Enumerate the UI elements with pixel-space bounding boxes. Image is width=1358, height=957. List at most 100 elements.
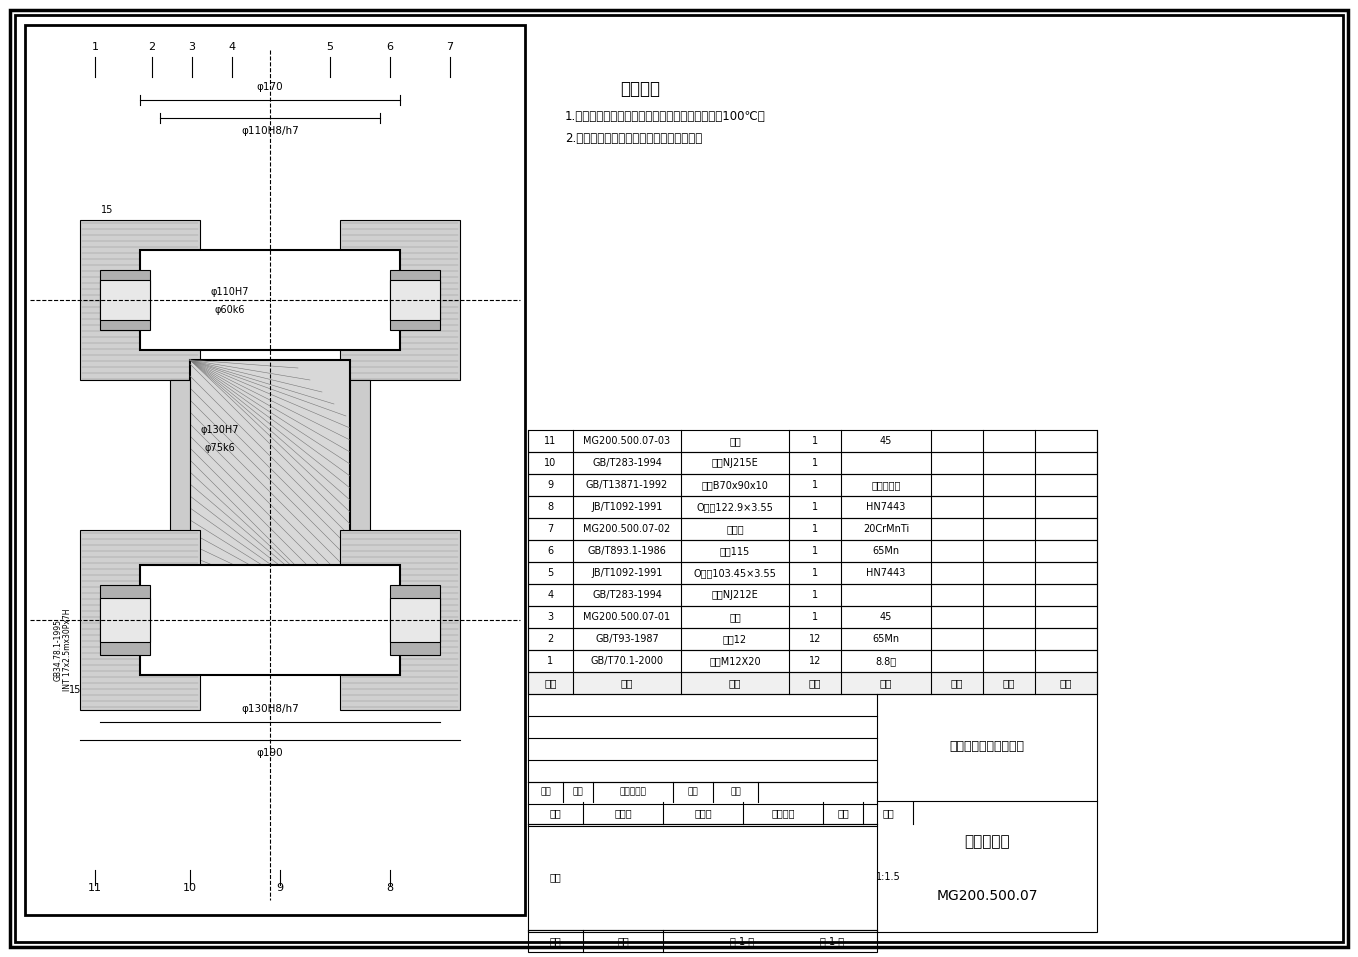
Bar bbox=[100, 585, 149, 655]
Text: φ60k6: φ60k6 bbox=[215, 305, 246, 315]
Text: 7: 7 bbox=[447, 42, 454, 52]
Text: HN7443: HN7443 bbox=[866, 568, 906, 578]
Text: GB/T93-1987: GB/T93-1987 bbox=[595, 634, 659, 644]
Bar bbox=[24, 25, 526, 915]
Text: 代号: 代号 bbox=[621, 678, 633, 688]
Text: 牵一轴组件: 牵一轴组件 bbox=[964, 835, 1010, 849]
Text: MG200.500.07: MG200.500.07 bbox=[936, 889, 1038, 903]
Bar bbox=[80, 220, 200, 380]
Text: 设计: 设计 bbox=[550, 808, 561, 818]
Text: φ110H8/h7: φ110H8/h7 bbox=[242, 126, 299, 136]
Bar bbox=[170, 380, 190, 600]
Text: 8: 8 bbox=[387, 883, 394, 893]
Text: 胡大军: 胡大军 bbox=[614, 808, 631, 818]
Text: 1: 1 bbox=[812, 480, 818, 490]
Text: 5: 5 bbox=[547, 568, 554, 578]
Text: 2: 2 bbox=[148, 42, 156, 52]
Text: 8.8级: 8.8级 bbox=[876, 656, 896, 666]
Text: 12: 12 bbox=[809, 634, 822, 644]
Text: 螺钉M12X20: 螺钉M12X20 bbox=[709, 656, 760, 666]
Text: 丙烯腈橡胶: 丙烯腈橡胶 bbox=[872, 480, 900, 490]
Text: 名称: 名称 bbox=[729, 678, 741, 688]
Text: 3: 3 bbox=[547, 612, 554, 622]
Bar bbox=[528, 694, 1097, 932]
Text: 1: 1 bbox=[812, 502, 818, 512]
Bar bbox=[528, 540, 1097, 562]
Text: 审核: 审核 bbox=[550, 872, 561, 882]
Text: 2.滚动轴承装好后用手转动应灵活，平稳。: 2.滚动轴承装好后用手转动应灵活，平稳。 bbox=[565, 132, 702, 145]
Text: HN7443: HN7443 bbox=[866, 502, 906, 512]
Text: 比例: 比例 bbox=[883, 808, 894, 818]
Text: O型圈103.45×3.55: O型圈103.45×3.55 bbox=[694, 568, 777, 578]
Text: φ130H7: φ130H7 bbox=[201, 425, 239, 435]
Bar bbox=[528, 672, 1097, 694]
Text: 盖一: 盖一 bbox=[729, 612, 741, 622]
Text: 15: 15 bbox=[69, 685, 81, 695]
Bar bbox=[100, 598, 149, 642]
Bar bbox=[340, 530, 460, 710]
Text: 1: 1 bbox=[812, 590, 818, 600]
Text: 4: 4 bbox=[228, 42, 235, 52]
Bar bbox=[100, 270, 149, 330]
Text: 1: 1 bbox=[812, 568, 818, 578]
Text: JB/T1092-1991: JB/T1092-1991 bbox=[591, 568, 663, 578]
Text: GB/T283-1994: GB/T283-1994 bbox=[592, 458, 661, 468]
Bar bbox=[140, 565, 401, 675]
Text: 1: 1 bbox=[812, 458, 818, 468]
Text: GB/T283-1994: GB/T283-1994 bbox=[592, 590, 661, 600]
Text: 标记: 标记 bbox=[540, 788, 551, 796]
Text: 12: 12 bbox=[809, 656, 822, 666]
Text: 1: 1 bbox=[812, 524, 818, 534]
Text: JB/T1092-1991: JB/T1092-1991 bbox=[591, 502, 663, 512]
Bar bbox=[528, 650, 1097, 672]
Text: 签字: 签字 bbox=[687, 788, 698, 796]
Text: 更改文件号: 更改文件号 bbox=[619, 788, 646, 796]
Bar bbox=[95, 282, 445, 318]
Text: 1: 1 bbox=[91, 42, 99, 52]
Text: 10: 10 bbox=[183, 883, 197, 893]
Text: 工艺: 工艺 bbox=[549, 936, 561, 946]
Text: 9: 9 bbox=[547, 480, 554, 490]
Bar bbox=[390, 280, 440, 320]
Text: φ75k6: φ75k6 bbox=[205, 443, 235, 453]
Bar bbox=[528, 474, 1097, 496]
Text: 盖二: 盖二 bbox=[729, 436, 741, 446]
Text: 单重: 单重 bbox=[951, 678, 963, 688]
Text: GB/T893.1-1986: GB/T893.1-1986 bbox=[588, 546, 667, 556]
Bar bbox=[80, 530, 200, 710]
Bar bbox=[190, 360, 350, 620]
Text: φ110H7: φ110H7 bbox=[210, 287, 250, 297]
Bar bbox=[390, 270, 440, 330]
Bar bbox=[528, 930, 877, 952]
Text: 总重: 总重 bbox=[1002, 678, 1016, 688]
Text: φ170: φ170 bbox=[257, 82, 284, 92]
Text: 65Mn: 65Mn bbox=[872, 634, 899, 644]
Bar bbox=[528, 584, 1097, 606]
Text: 1.装配滚动轴承允许用机油进行加热，油温不超过100℃；: 1.装配滚动轴承允许用机油进行加热，油温不超过100℃； bbox=[565, 110, 766, 123]
Text: 油封B70x90x10: 油封B70x90x10 bbox=[702, 480, 769, 490]
Text: 垫圈12: 垫圈12 bbox=[722, 634, 747, 644]
Text: φ130H8/h7: φ130H8/h7 bbox=[242, 704, 299, 714]
Text: 1: 1 bbox=[812, 546, 818, 556]
Text: 材料: 材料 bbox=[880, 678, 892, 688]
Text: 65Mn: 65Mn bbox=[872, 546, 899, 556]
Text: MG200.500.07-02: MG200.500.07-02 bbox=[584, 524, 671, 534]
Text: 9: 9 bbox=[277, 883, 284, 893]
Text: 4: 4 bbox=[547, 590, 554, 600]
Text: 共 1 页: 共 1 页 bbox=[731, 936, 755, 946]
Bar bbox=[528, 628, 1097, 650]
Text: 备注: 备注 bbox=[1059, 678, 1073, 688]
Text: O型圈122.9×3.55: O型圈122.9×3.55 bbox=[697, 502, 774, 512]
Text: 6: 6 bbox=[547, 546, 554, 556]
Text: GB/T70.1-2000: GB/T70.1-2000 bbox=[591, 656, 664, 666]
Text: 20CrMnTi: 20CrMnTi bbox=[862, 524, 909, 534]
Text: 轴承NJ212E: 轴承NJ212E bbox=[712, 590, 758, 600]
Text: 7: 7 bbox=[547, 524, 554, 534]
Text: φ190: φ190 bbox=[257, 748, 284, 758]
Text: 标准化: 标准化 bbox=[694, 808, 712, 818]
Text: MG200.500.07-03: MG200.500.07-03 bbox=[584, 436, 671, 446]
Text: 5: 5 bbox=[326, 42, 334, 52]
Text: 10: 10 bbox=[545, 458, 557, 468]
Text: 日期: 日期 bbox=[731, 788, 741, 796]
Bar bbox=[390, 598, 440, 642]
